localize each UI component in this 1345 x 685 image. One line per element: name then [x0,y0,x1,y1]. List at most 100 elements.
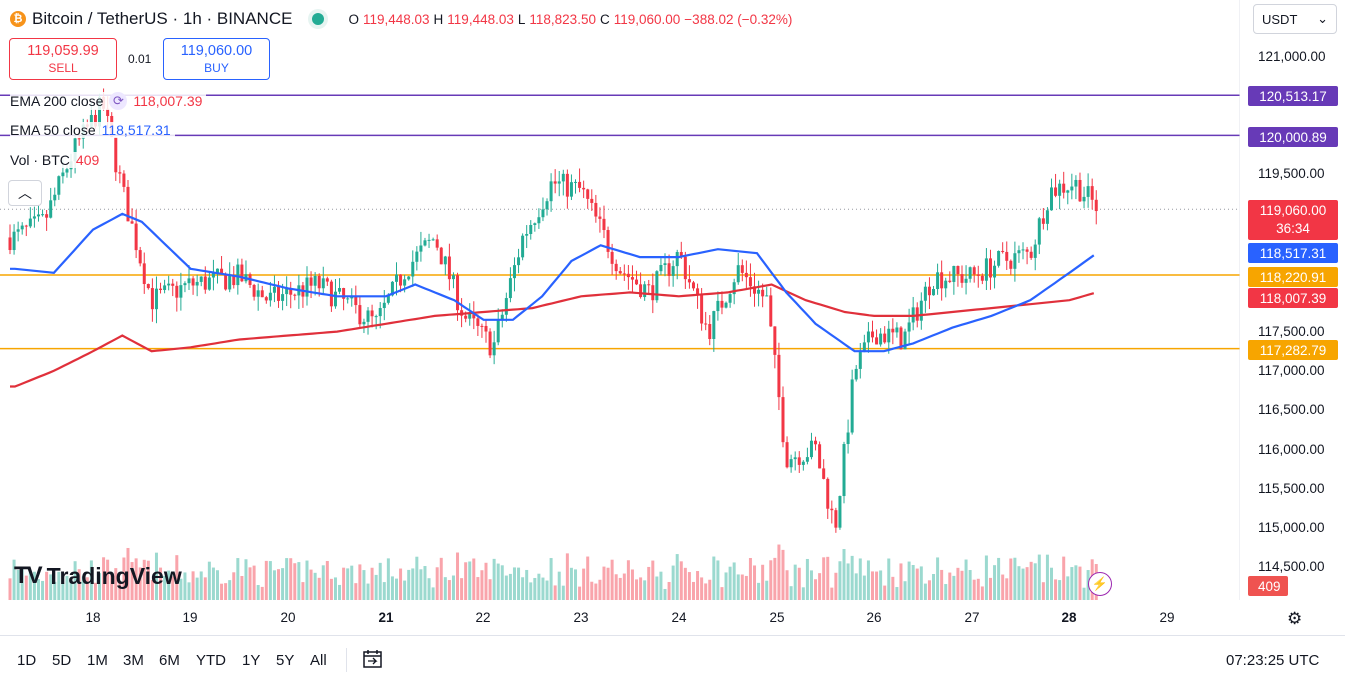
candle-body [919,300,923,321]
candle-body [647,284,651,286]
volume-bar [683,567,687,600]
range-button-5d[interactable]: 5D [52,652,72,669]
range-button-1d[interactable]: 1D [17,652,37,669]
settings-gear-icon[interactable]: ⚙ [1287,609,1303,628]
candle-body [98,96,102,127]
currency-select[interactable]: USDT ⌄ [1253,4,1337,34]
candle-body [49,200,53,218]
candle-body [423,240,427,246]
volume-bar [1041,582,1045,600]
time-axis-label: 21 [378,610,394,625]
calendar-goto-icon[interactable] [362,648,384,670]
market-status-icon[interactable] [312,13,325,25]
volume-bar [504,575,508,600]
sell-button[interactable]: 119,059.99 SELL [9,38,117,80]
volume-bar [460,578,464,600]
indicator-ema200[interactable]: EMA 200 close ⟳ 118,007.39 [10,92,207,110]
volume-bar [252,565,256,600]
horizontal-line-badge[interactable]: 120,000.89 [1248,127,1338,147]
candle-body [106,108,110,116]
candle-body [753,286,757,294]
flash-icon[interactable]: ⚡ [1088,572,1112,596]
volume-bar [175,555,179,600]
sell-price: 119,059.99 [27,43,99,59]
volume-bar [769,560,773,600]
candle-body [89,114,93,127]
range-button-1m[interactable]: 1M [87,652,108,669]
volume-bar [435,567,439,600]
buy-button[interactable]: 119,060.00 BUY [163,38,270,80]
open-label: O [348,11,359,27]
candle-body [175,285,179,298]
range-button-3m[interactable]: 3M [123,652,144,669]
volume-bar [757,582,761,600]
volume-bar [858,558,862,600]
volume-bar [1049,567,1053,600]
candle-body [675,252,679,267]
volume-bar [142,559,146,600]
candle-body [1029,251,1033,258]
candle-body [932,289,936,296]
candle-body [785,442,789,468]
candle-body [818,444,822,469]
volume-bar [297,562,301,600]
range-button-1y[interactable]: 1Y [242,652,261,669]
volume-bar [500,565,504,600]
volume-bar [447,580,451,600]
candle-body [773,326,777,355]
volume-bar [346,568,350,600]
volume-bar [643,580,647,600]
range-button-ytd[interactable]: YTD [196,652,226,669]
candle-body [329,281,333,307]
candle-body [374,316,378,318]
candle-body [1066,190,1070,193]
sync-icon[interactable]: ⟳ [109,92,128,110]
volume-bar [875,571,879,600]
symbol-title[interactable]: Bitcoin / TetherUS · 1h · BINANCE [32,9,293,28]
volume-bar [167,570,171,600]
candle-body [948,280,952,282]
candle-body [415,251,419,262]
volume-bar [81,576,85,600]
volume-bar [134,558,138,600]
volume-bar [451,575,455,600]
candle-body [407,276,411,280]
candle-body [801,461,805,465]
horizontal-line-badge[interactable]: 117,282.79 [1248,340,1338,360]
candle-body [496,319,500,343]
volume-bar [427,578,431,600]
indicator-volume[interactable]: Vol · BTC 409 [10,152,104,168]
last-price-badge[interactable]: 119,060.00 36:34 [1248,200,1338,240]
collapse-legend-button[interactable]: ︿ [8,180,42,206]
indicator-ema50[interactable]: EMA 50 close 118,517.31 [10,122,175,138]
candle-body [28,218,32,227]
volume-bar [24,575,28,600]
volume-bar [988,577,992,600]
utc-clock[interactable]: 07:23:25 UTC [1226,652,1320,669]
volume-bar [594,583,598,600]
volume-bar [309,569,313,600]
volume-bar [708,579,712,600]
horizontal-line-badge[interactable]: 120,513.17 [1248,86,1338,106]
range-button-6m[interactable]: 6M [159,652,180,669]
volume-bar [301,582,305,600]
candle-body [708,324,712,340]
horizontal-line-badge[interactable]: 118,220.91 [1248,267,1338,287]
volume-bar [944,584,948,600]
volume-bar [765,580,769,600]
candle-body [915,307,919,321]
volume-bar [1066,576,1070,600]
symbol-header[interactable]: ₿ Bitcoin / TetherUS · 1h · BINANCE O 119… [10,8,792,30]
candle-body [712,311,716,340]
tradingview-logo[interactable]: TV TradingView [14,562,182,590]
candle-body [797,457,801,465]
range-button-5y[interactable]: 5Y [276,652,295,669]
volume-bar [541,577,545,600]
volume-bar [606,567,610,600]
volume-bar [464,562,468,600]
price-chart[interactable] [0,0,1240,600]
candle-body [114,137,118,173]
volume-bar [927,580,931,600]
range-button-all[interactable]: All [310,652,327,669]
volume-bar [834,572,838,600]
